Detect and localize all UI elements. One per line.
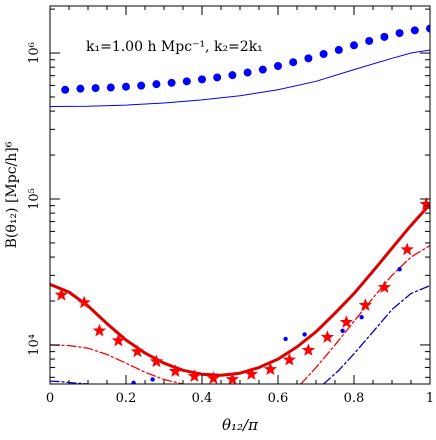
series-0-point-12 [243,68,252,77]
series-6-point-4 [340,328,345,333]
series-3-point-3 [111,333,126,347]
series-0-point-4 [122,82,130,91]
series-1-line [50,49,430,108]
series-6-point-0 [131,380,136,384]
y-tick-label-0: 10⁴ [27,334,42,356]
y-tick-label-1: 10⁵ [27,188,42,210]
series-3-point-9 [225,372,240,384]
series-0-point-18 [334,45,343,54]
series-0-point-8 [182,77,191,86]
series-3-point-10 [244,367,259,380]
series-3-point-8 [206,371,221,384]
series-3-point-19 [419,197,430,210]
series-8-line [322,284,430,384]
series-0-point-2 [91,84,100,93]
series-3-point-18 [400,242,414,256]
series-3-point-6 [168,364,183,377]
series-6-point-6 [397,267,402,272]
series-6-point-3 [302,332,307,337]
y-tick-label-2: 10⁶ [27,42,42,64]
series-3-point-12 [282,352,297,366]
series-0-point-24 [426,24,430,33]
series-4-line [50,344,184,384]
series-3-point-4 [130,344,145,358]
series-0-point-17 [319,49,328,58]
series-3-point-0 [54,287,69,301]
series-5-line [300,244,430,384]
series-3-point-15 [339,315,354,328]
x-tick-label-2: 0.4 [192,391,213,406]
x-tick-label-3: 0.6 [268,391,289,406]
series-0-point-13 [258,65,267,74]
x-tick-label-4: 0.8 [344,391,365,406]
series-3-point-14 [320,330,335,343]
series-6-point-2 [283,336,288,342]
series-3-point-1 [77,295,91,309]
chart-annotation: k₁=1.00 h Mpc⁻¹, k₂=2k₁ [86,39,263,55]
series-3-point-17 [377,280,392,294]
series-0-point-0 [61,85,70,94]
series-0-point-15 [289,58,298,67]
series-3-point-11 [263,362,278,376]
series-0-point-3 [106,83,115,92]
series-0-point-1 [76,84,85,93]
series-0-point-9 [198,75,206,84]
series-3-point-5 [149,354,164,368]
x-tick-label-1: 0.2 [116,391,137,406]
plot-area [50,24,430,384]
series-0-point-6 [152,80,161,89]
series-0-point-14 [274,61,282,70]
series-0-point-20 [365,36,374,45]
series-0-point-10 [213,73,222,82]
x-tick-label-0: 0 [46,391,54,406]
x-axis-label: θ₁₂/π [222,416,259,434]
series-2-line [50,202,430,377]
series-6-point-5 [359,314,364,320]
series-3-point-2 [92,323,107,337]
series-0-point-19 [350,41,358,50]
y-axis-label: B(θ₁₂) [Mpc/h]⁶ [4,141,20,248]
series-3-point-13 [301,343,316,356]
x-tick-label-5: 1 [426,391,434,406]
series-0-point-16 [304,54,313,63]
series-0-point-23 [410,26,419,35]
series-0-point-21 [380,32,389,41]
axis-ticks: 0 0.2 0.4 0.6 0.8 1 10⁴ 10⁵ 10⁶ [27,6,434,406]
series-6-point-1 [150,377,155,382]
series-3-point-7 [187,369,202,382]
series-0-point-7 [167,78,176,87]
series-7-line [50,380,89,384]
series-0-point-5 [137,81,146,90]
series-3-point-16 [358,298,373,311]
series-0-point-22 [395,29,404,38]
series-0-point-11 [228,71,237,80]
